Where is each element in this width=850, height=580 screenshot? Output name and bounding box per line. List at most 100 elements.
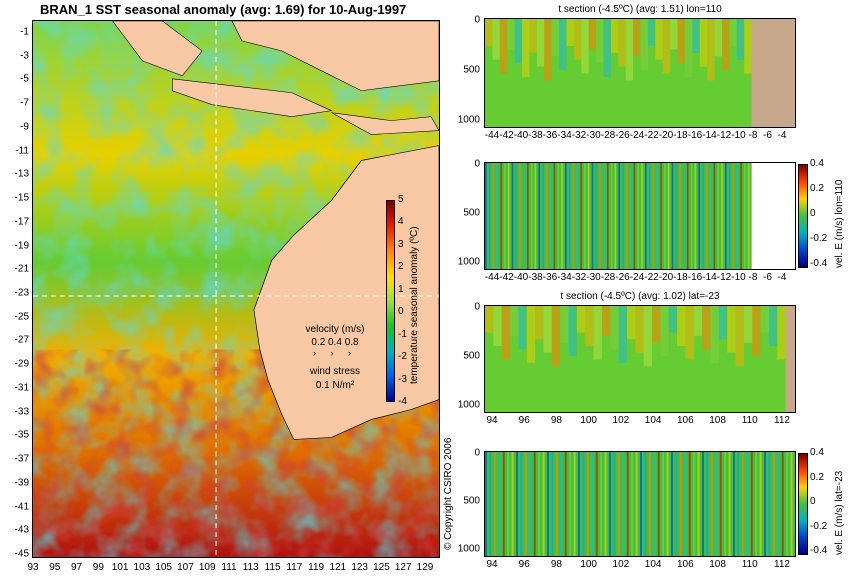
section-y-tick: 1000 [457,114,480,126]
section-x-tick: -8 [748,272,758,283]
section-y-tick: 0 [474,158,480,170]
map-x-tick: 117 [286,562,303,573]
map-x-tick: 129 [416,562,434,573]
section-texture-band [538,163,541,269]
section-texture-band [573,19,582,60]
sst-colorbar [386,200,395,402]
section-texture-band [656,163,659,269]
velocity-colorbar-label: vel. E (m/s) lat=-23 [834,470,845,555]
section-x-tick: -14 [702,272,717,283]
section-texture-band [714,19,722,57]
section-graphic [485,306,795,412]
section-texture-band [610,163,613,269]
section-texture-band [772,452,775,556]
section-texture-band [586,452,589,556]
section-texture-band [750,452,753,556]
section-texture-band [493,452,496,556]
section-texture-band [657,452,660,556]
map-y-tick: -45 [14,548,29,560]
section-texture-band [614,163,617,269]
section-texture-band [626,306,636,340]
section-y-tick: 1000 [457,399,480,411]
section-texture-band [511,452,514,556]
section-texture-band [581,19,589,74]
section-texture-band [699,19,708,67]
section-texture-band [530,163,533,269]
section-texture-band [707,19,715,81]
section-x-tick: -28 [600,130,616,141]
section-texture-band [737,452,740,556]
section-texture-band [542,163,544,269]
map-x-tick: 107 [177,562,194,573]
section-texture-band [643,306,653,367]
section-x-tick: 104 [644,415,662,426]
section-texture-band [603,19,611,77]
section-texture-band [694,163,697,269]
section-texture-band [727,306,736,353]
section-texture-band [697,452,700,556]
section-texture-band [664,163,666,269]
velocity-colorbar-tick: 0 [810,496,816,507]
section-x-tick: -40 [513,130,529,141]
section-texture-band [721,163,723,269]
section-texture-band [618,163,621,269]
section-x-tick: -12 [716,272,732,283]
section-y-tick: 1000 [457,543,480,555]
section-x-tick: 96 [518,559,530,570]
section-texture-band [551,19,560,57]
section-y-tick: 1000 [457,256,480,268]
section-panel [484,162,796,270]
sst-colorbar-tick: 4 [398,216,404,228]
section-x-tick: -26 [615,130,630,141]
section-texture-band [600,452,603,556]
map-x-tick: 111 [221,562,237,573]
section-texture-band [519,163,521,269]
map-y-tick: -19 [14,240,29,252]
section-x-tick: 102 [612,415,630,426]
section-x-tick: -34 [557,272,572,283]
section-texture-band [724,163,727,269]
velocity-legend-title: velocity (m/s) [305,324,365,335]
section-x-tick: -44 [484,130,500,141]
section-texture-band [718,306,728,340]
section-texture-band [520,452,523,556]
section-texture-band [587,163,590,269]
section-texture-band [741,452,744,556]
section-graphic [485,19,795,127]
section-texture-band [747,163,750,269]
section-texture-band [610,19,619,53]
section-texture-band [728,163,731,269]
section-texture-band [626,452,629,556]
section-texture-band [485,163,487,269]
section-x-tick: -36 [542,272,558,283]
map-y-tick: -29 [14,358,29,370]
section-x-tick: 98 [550,559,562,570]
section-texture-band [516,452,518,556]
section-title: t section (-4.5ºC) (avg: 1.02) lat=-23 [560,291,720,302]
velocity-colorbar [798,164,808,268]
section-texture-band [721,19,730,71]
section-texture-band [606,163,609,269]
map-y-tick: -15 [14,192,29,204]
section-x-tick: 108 [709,559,726,570]
section-texture-band [685,306,694,360]
section-texture-band [759,452,762,556]
section-texture-band [507,163,510,269]
section-x-tick: -36 [542,130,558,141]
section-title: t section (-4.5ºC) (avg: 1.51) lon=110 [558,4,722,15]
velocity-colorbar-tick: 0.4 [810,447,824,458]
velocity-legend-scale: 0.2 0.4 0.8 [311,337,359,348]
section-texture-band [647,19,656,46]
section-texture-band [644,163,647,269]
map-x-tick: 125 [373,562,390,573]
section-texture-band [710,306,719,363]
section-texture-band [538,452,541,556]
section-x-tick: -44 [484,272,500,283]
map-x-tick: 93 [27,562,39,573]
section-texture-band [735,306,744,367]
section-texture-band [489,452,492,556]
section-texture-band [524,452,527,556]
section-texture-band [492,19,500,60]
section-texture-band [760,306,769,333]
section-texture-band [566,19,574,46]
